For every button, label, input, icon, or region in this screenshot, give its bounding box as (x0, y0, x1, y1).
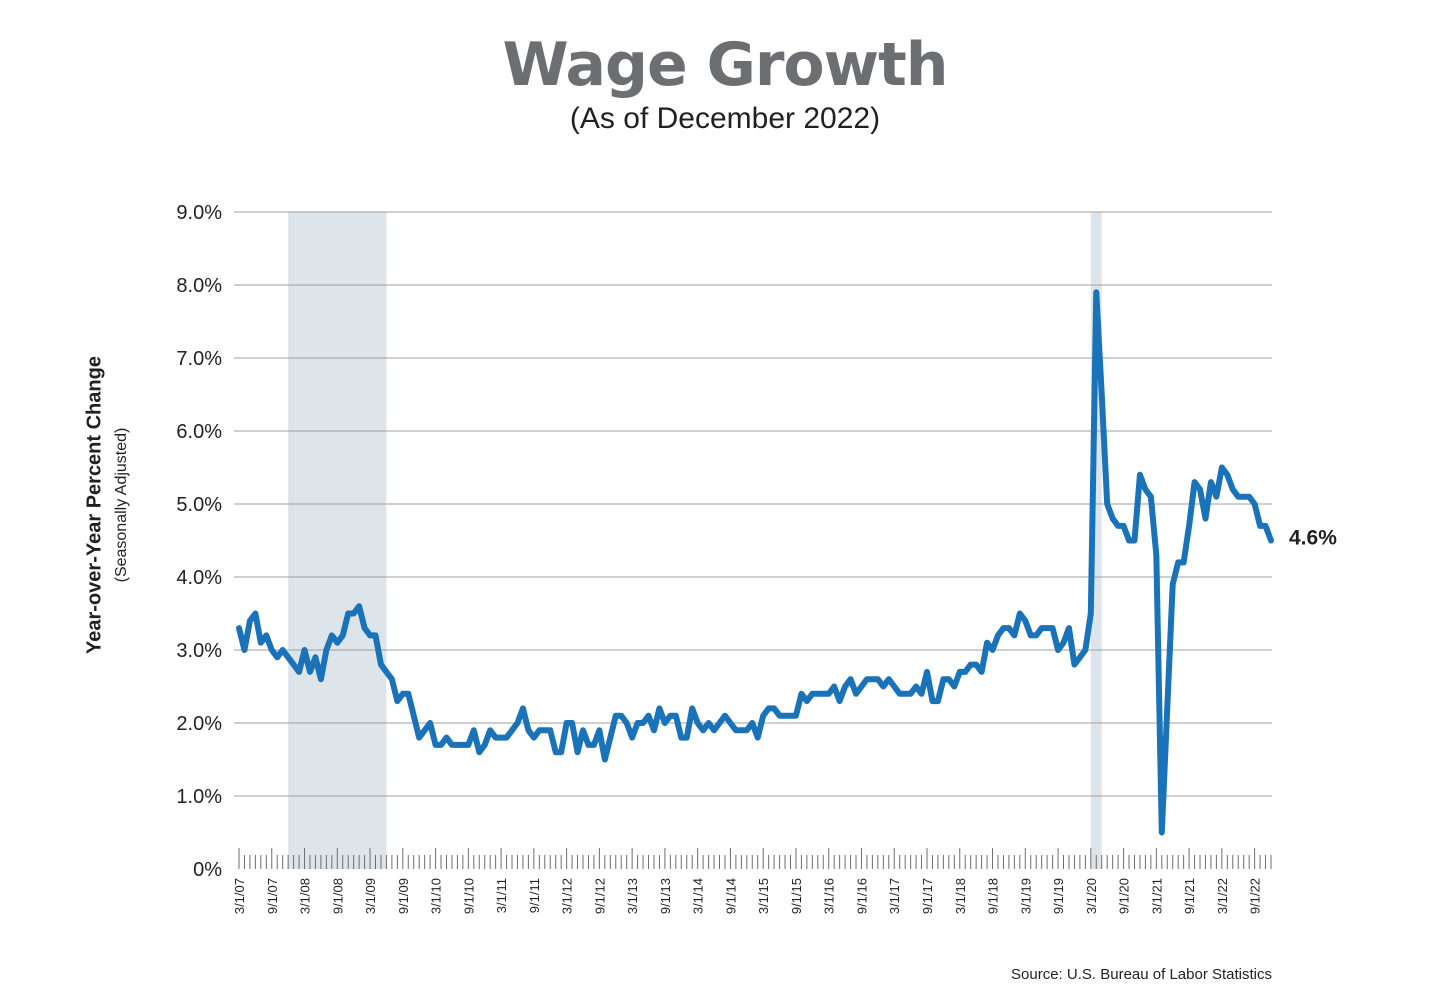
gridlines-layer (234, 211, 1272, 797)
y-tick-labels-layer: 0% 1.0% 2.0% 3.0% 4.0% 5.0% 6.0% 7.0% 8.0% 9.0% (176, 202, 222, 881)
y-tick-label: 6.0% (176, 421, 222, 443)
y-tick-label: 0% (193, 859, 222, 881)
x-tick-label: 3/1/21 (1149, 878, 1164, 914)
x-ticks-layer: 3/1/07 9/1/07 3/1/08 9/1/08 3/1/09 9/1/09 3/1/… (232, 848, 1272, 914)
x-tick-label: 9/1/07 (265, 878, 280, 914)
end-value-label: 4.6% (1289, 527, 1337, 550)
x-tick-label: 9/1/08 (330, 878, 345, 914)
x-tick-label: 9/1/12 (592, 878, 607, 914)
x-tick-label: 3/1/19 (1018, 878, 1033, 914)
x-tick-label: 3/1/10 (429, 878, 444, 914)
x-tick-label: 3/1/15 (756, 878, 771, 914)
y-tick-label: 8.0% (176, 275, 222, 297)
y-tick-label: 3.0% (176, 640, 222, 662)
x-tick-label: 9/1/22 (1248, 878, 1263, 914)
x-tick-label: 3/1/12 (560, 878, 575, 914)
x-tick-label: 9/1/10 (461, 878, 476, 914)
x-tick-label: 3/1/14 (691, 878, 706, 914)
x-tick-label: 9/1/17 (920, 878, 935, 914)
series-line-wage-growth (236, 289, 1274, 836)
x-tick-label: 3/1/18 (953, 878, 968, 914)
y-tick-label: 1.0% (176, 786, 222, 808)
end-label-layer: 4.6% (1289, 527, 1337, 550)
y-tick-label: 7.0% (176, 348, 222, 370)
x-tick-label: 3/1/16 (822, 878, 837, 914)
chart-subtitle: (As of December 2022) (569, 102, 881, 135)
x-tick-label: 3/1/17 (887, 878, 902, 914)
source-note: Source: U.S. Bureau of Labor Statistics (1011, 966, 1272, 983)
x-tick-label: 9/1/14 (723, 878, 738, 914)
chart-title: Wage Growth (502, 30, 949, 100)
x-tick-label: 9/1/16 (854, 878, 869, 914)
x-tick-label: 3/1/22 (1215, 878, 1230, 914)
y-tick-label: 2.0% (176, 713, 222, 735)
recession-band-1 (288, 212, 387, 869)
x-tick-label: 9/1/15 (789, 878, 804, 914)
x-tick-label: 3/1/13 (625, 878, 640, 914)
x-tick-label: 9/1/21 (1182, 878, 1197, 914)
y-tick-label: 5.0% (176, 494, 222, 516)
x-tick-label: 3/1/07 (232, 878, 247, 914)
x-tick-label: 9/1/09 (396, 878, 411, 914)
x-tick-label: 9/1/11 (527, 878, 542, 913)
recession-shading-layer (288, 212, 1102, 869)
x-tick-label: 9/1/20 (1117, 878, 1132, 914)
x-tick-label: 9/1/18 (986, 878, 1001, 914)
x-tick-label: 3/1/08 (298, 878, 313, 914)
y-tick-label: 4.0% (176, 567, 222, 589)
x-tick-label: 9/1/13 (658, 878, 673, 914)
x-tick-label: 9/1/19 (1051, 878, 1066, 914)
series-line-layer (236, 289, 1274, 836)
x-tick-label: 3/1/09 (363, 878, 378, 914)
recession-band-2 (1090, 212, 1102, 869)
y-tick-label: 9.0% (176, 202, 222, 224)
x-tick-label: 3/1/11 (494, 878, 509, 913)
x-tick-label: 3/1/20 (1084, 878, 1099, 914)
